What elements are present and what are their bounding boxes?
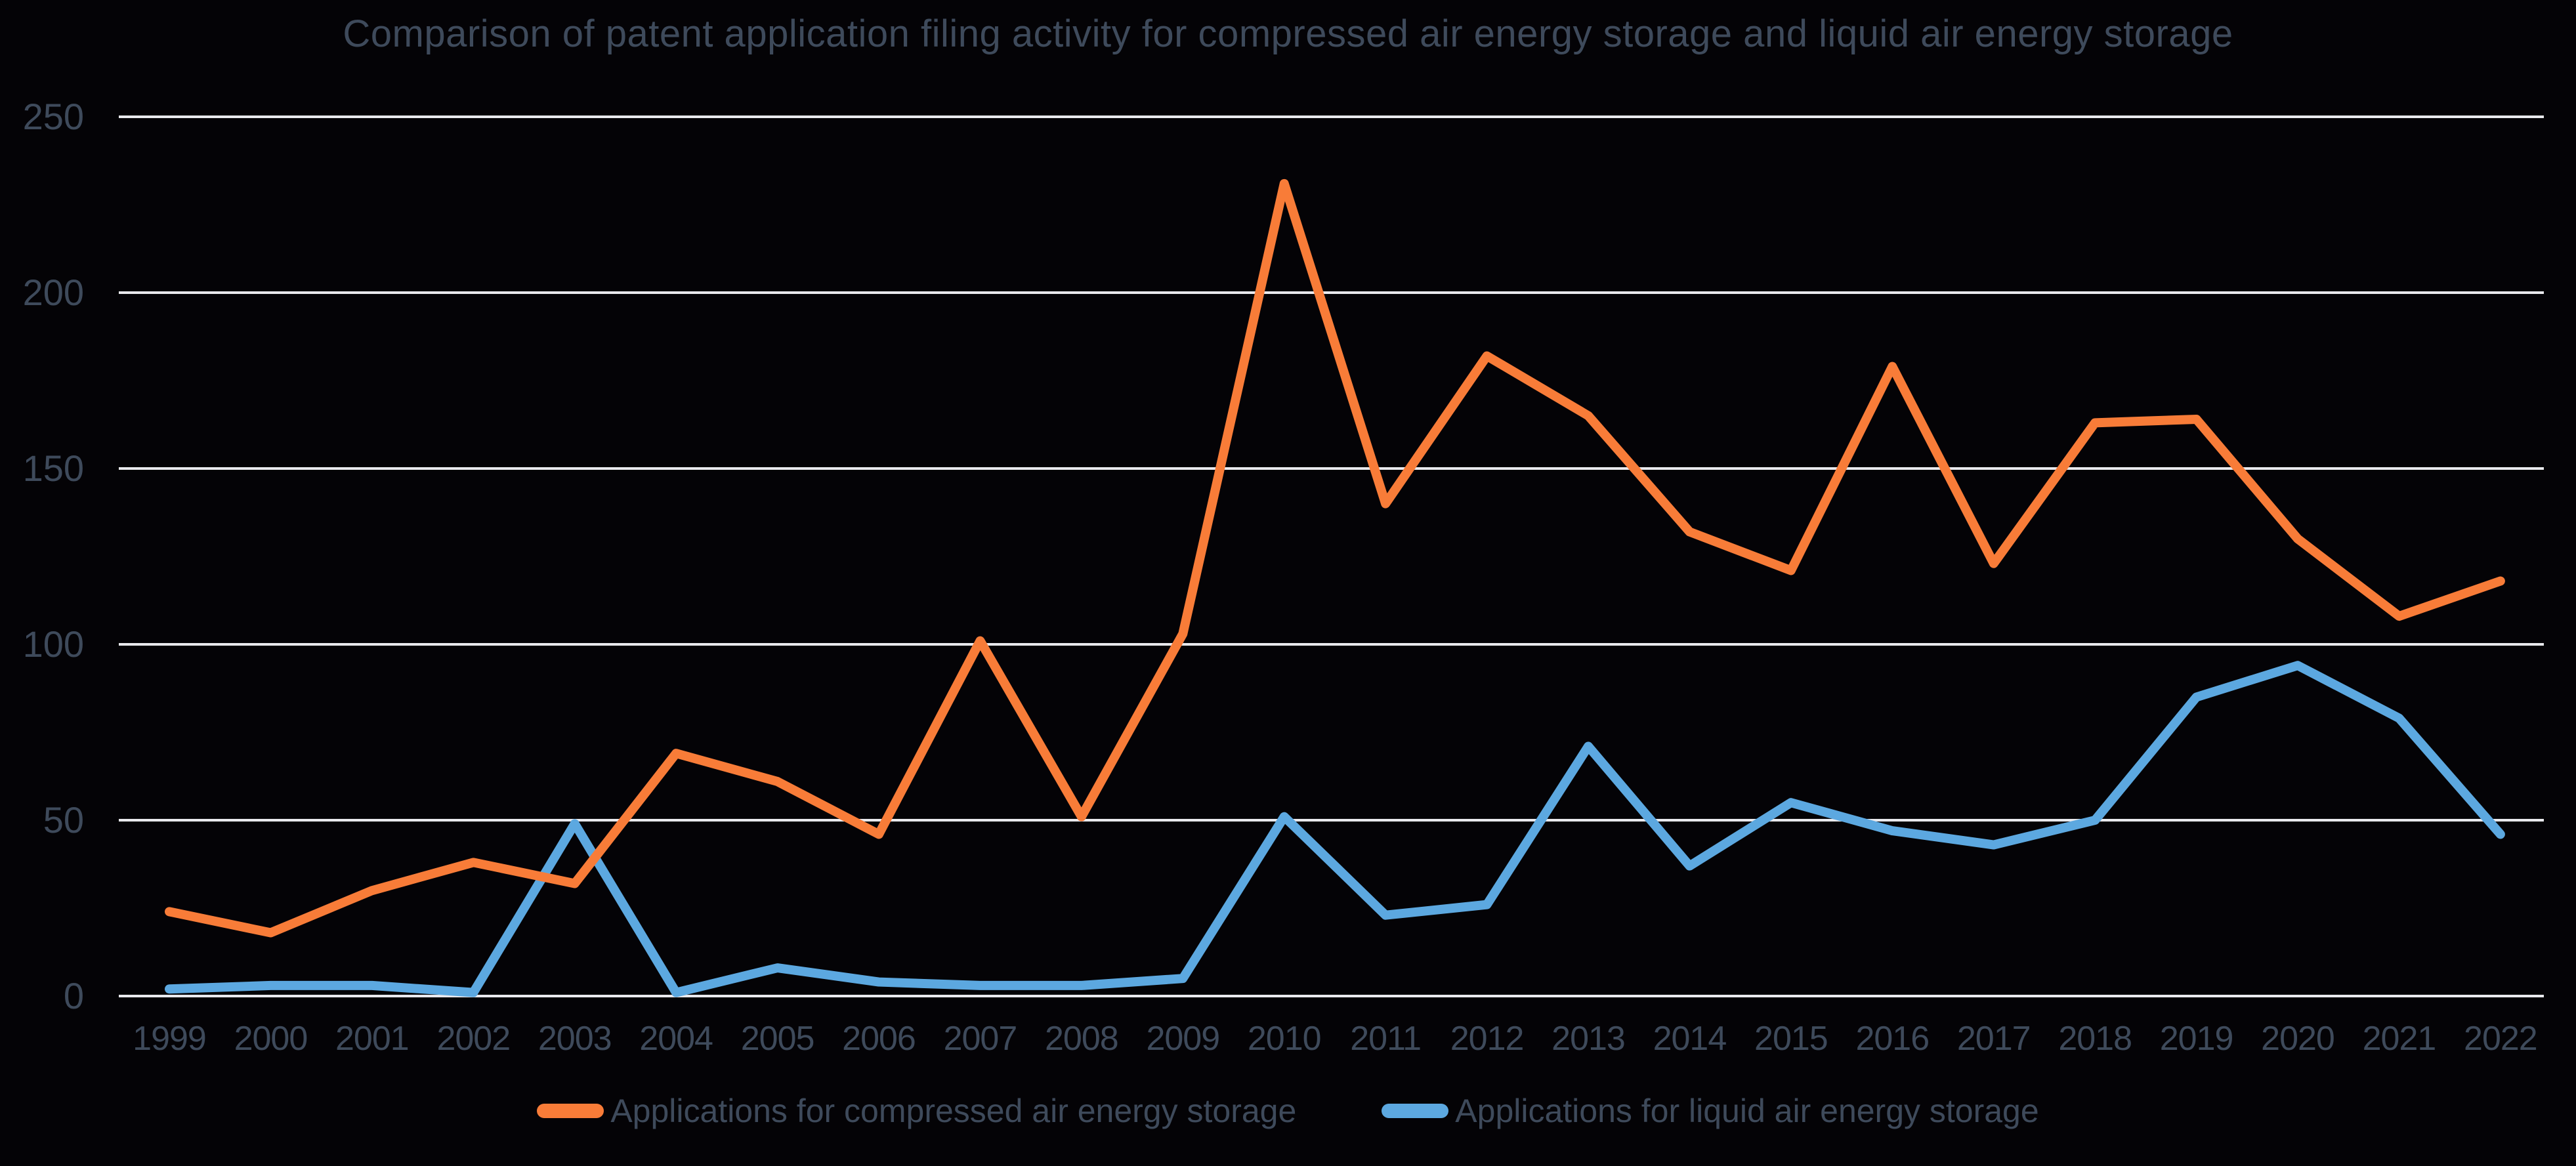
x-axis-tick-label: 2022 <box>2464 1020 2537 1058</box>
x-axis-tick-label: 2013 <box>1552 1020 1625 1058</box>
x-axis-tick-label: 2014 <box>1653 1020 1727 1058</box>
y-axis-tick-label: 250 <box>23 96 84 137</box>
x-axis-tick-label: 2016 <box>1855 1020 1929 1058</box>
x-axis-tick-label: 2011 <box>1350 1020 1421 1058</box>
x-axis-tick-label: 2000 <box>234 1020 308 1058</box>
y-axis-tick-label: 200 <box>23 272 84 313</box>
legend: Applications for compressed air energy s… <box>0 1092 2576 1130</box>
legend-item-liquid-air[interactable]: Applications for liquid air energy stora… <box>1382 1092 2039 1130</box>
x-axis-tick-label: 2021 <box>2363 1020 2436 1058</box>
x-axis-tick-label: 2004 <box>639 1020 713 1058</box>
legend-label-compressed-air: Applications for compressed air energy s… <box>610 1093 1297 1129</box>
legend-item-compressed-air[interactable]: Applications for compressed air energy s… <box>537 1092 1296 1130</box>
x-axis-tick-label: 1999 <box>133 1020 206 1058</box>
x-axis-tick-label: 2015 <box>1754 1020 1828 1058</box>
x-axis-tick-label: 2019 <box>2160 1020 2233 1058</box>
x-axis-tick-label: 2008 <box>1045 1020 1118 1058</box>
y-axis-tick-label: 0 <box>64 975 84 1016</box>
x-axis-tick-label: 2020 <box>2261 1020 2334 1058</box>
x-axis-tick-label: 2010 <box>1248 1020 1321 1058</box>
x-axis-tick-label: 2006 <box>842 1020 916 1058</box>
y-axis-tick-label: 50 <box>43 799 84 841</box>
x-axis-tick-label: 2012 <box>1450 1020 1524 1058</box>
y-axis-tick-label: 150 <box>23 448 84 489</box>
series-line-liquid-air[interactable] <box>165 661 2505 997</box>
chart-title: Comparison of patent application filing … <box>343 12 2233 55</box>
legend-label-liquid-air: Applications for liquid air energy stora… <box>1455 1093 2039 1129</box>
x-axis-tick-label: 2003 <box>538 1020 612 1058</box>
legend-swatch-compressed-air-icon <box>537 1104 604 1118</box>
x-axis-tick-label: 2007 <box>944 1020 1017 1058</box>
x-axis-tick-label: 2009 <box>1146 1020 1219 1058</box>
x-axis-tick-label: 2001 <box>335 1020 409 1058</box>
x-axis-tick-label: 2005 <box>741 1020 814 1058</box>
legend-swatch-liquid-air-icon <box>1382 1104 1449 1118</box>
x-axis-tick-label: 2017 <box>1957 1020 2031 1058</box>
y-axis-tick-label: 100 <box>23 623 84 665</box>
x-axis-tick-label: 2002 <box>436 1020 510 1058</box>
x-axis-tick-label: 2018 <box>2058 1020 2132 1058</box>
series-line-compressed-air[interactable] <box>165 178 2505 938</box>
